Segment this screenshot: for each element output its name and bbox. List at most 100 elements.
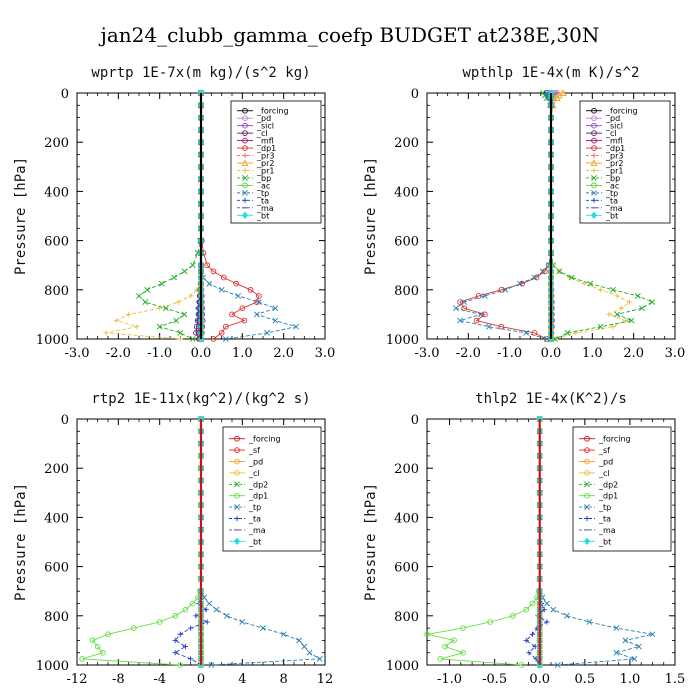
x-tick-label: 3.0 (315, 346, 336, 361)
data-point (144, 286, 151, 293)
data-point (424, 631, 430, 638)
data-point (233, 280, 239, 287)
data-point (126, 311, 132, 317)
y-axis-label: Pressure [hPa] (363, 157, 379, 275)
legend-entry: _forcing (229, 435, 281, 444)
data-point (193, 613, 199, 619)
data-point (189, 336, 196, 342)
data-point (451, 637, 457, 644)
legend-entry: _mfl (237, 137, 274, 146)
data-point (181, 268, 188, 275)
legend-entry: _dp1 (237, 144, 276, 153)
data-point (256, 293, 262, 299)
data-point (301, 643, 308, 650)
legend-label: _ac (605, 181, 619, 190)
data-point (461, 299, 468, 306)
x-tick-label: 12 (317, 672, 334, 687)
data-point (218, 286, 225, 293)
data-point (188, 293, 194, 299)
legend-label: _tp (605, 189, 618, 198)
data-point (241, 317, 248, 324)
data-point (614, 293, 620, 299)
chart-panel-4: thlp2 1E-4x(K^2)/s Pressure [hPa] -1.0 -0.5… (363, 391, 685, 687)
data-point (223, 612, 230, 619)
legend-entry: _ac (586, 181, 619, 190)
data-point (531, 274, 538, 281)
legend: _forcing_pd_sicl_cl_mfl_dp1_pr3_pr2_pr1_… (230, 100, 322, 224)
legend-label: _ma (598, 526, 616, 535)
legend-entry: _dp1 (579, 492, 618, 501)
legend-marker (234, 447, 240, 453)
data-point (136, 293, 142, 299)
x-tick-label: -2.0 (106, 346, 131, 361)
data-point (177, 329, 184, 336)
y-tick-label: 200 (394, 462, 419, 477)
data-point (222, 323, 229, 330)
y-axis-label: Pressure [hPa] (363, 483, 379, 601)
data-point (614, 311, 621, 318)
legend-marker (590, 159, 598, 167)
legend-entry: _ma (237, 204, 274, 213)
y-tick-label: 0 (61, 87, 69, 102)
data-point (517, 280, 523, 287)
legend-entry: _forcing (586, 107, 638, 116)
data-point (636, 643, 642, 650)
data-point (156, 619, 163, 625)
legend-label: _sf (598, 446, 610, 455)
y-tick-label: 600 (394, 235, 419, 250)
legend-label: _sicl (256, 122, 274, 131)
data-point (172, 612, 179, 619)
legend-entry: _pr2 (237, 159, 274, 168)
chart-panel-2: wpthlp 1E-4x(m K)/s^2 Pressure [hPa] -3.0 -… (363, 65, 685, 361)
data-point (158, 280, 165, 287)
x-tick-label: -3.0 (64, 346, 89, 361)
legend-label: _pd (248, 458, 263, 467)
data-point (204, 619, 210, 625)
panels-container: wprtp 1E-7x(m kg)/(s^2 kg) Pressure [hPa]… (13, 65, 685, 687)
y-tick-label: 1000 (386, 333, 419, 348)
legend-entry: _forcing (579, 435, 631, 444)
data-point (206, 280, 213, 287)
legend-entry: _pr2 (586, 159, 623, 168)
x-tick-label: -8 (112, 672, 125, 687)
legend-label: _tp (248, 503, 261, 512)
legend-entry: _sicl (586, 122, 623, 131)
data-point (239, 305, 246, 312)
y-tick-label: 0 (61, 413, 69, 428)
data-point (475, 293, 482, 299)
legend-entry: _bp (586, 174, 620, 183)
legend-label: _pr2 (256, 159, 274, 168)
legend-entry: _sicl (237, 122, 274, 131)
legend-label: _pd (256, 114, 271, 123)
legend-marker (242, 122, 248, 129)
data-point (293, 323, 299, 330)
data-point (539, 268, 546, 275)
data-point (587, 280, 594, 287)
data-point (103, 330, 109, 336)
y-tick-label: 400 (44, 185, 69, 200)
data-point (239, 619, 246, 625)
legend-marker (242, 115, 248, 122)
legend-marker (242, 107, 248, 114)
x-tick-label: 0.0 (529, 672, 550, 687)
series-line (542, 92, 654, 340)
panel-title: rtp2 1E-11x(kg^2)/(kg^2 s) (91, 391, 310, 407)
data-point (316, 655, 323, 662)
legend-marker (242, 145, 248, 151)
y-tick-label: 0 (411, 87, 419, 102)
legend-marker (591, 182, 597, 189)
legend-marker (242, 137, 248, 144)
data-point (177, 336, 183, 342)
data-point (486, 323, 492, 330)
data-point (247, 286, 254, 293)
legend-label: _pr1 (256, 166, 274, 175)
x-tick-label: 1.0 (620, 672, 641, 687)
data-point (437, 655, 444, 662)
legend-entry: _bp (237, 174, 271, 183)
data-point (206, 600, 213, 607)
x-tick-label: -4 (153, 672, 166, 687)
data-point (272, 305, 279, 312)
data-point (272, 317, 279, 324)
legend-entry: _bt (229, 537, 261, 546)
